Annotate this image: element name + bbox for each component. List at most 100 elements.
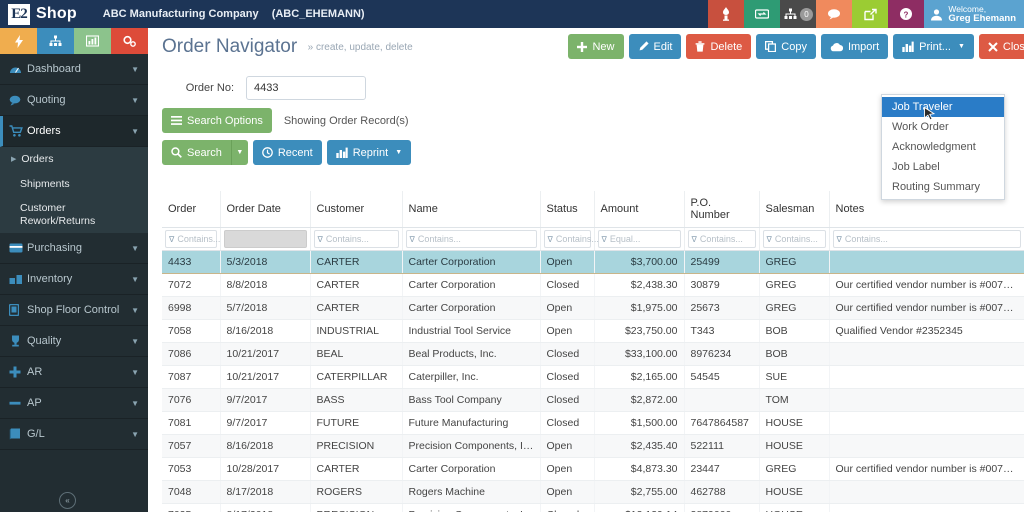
table-row[interactable]: 7072 8/8/2018 CARTER Carter Corporation Clos… xyxy=(162,273,1024,297)
column-header-p-o-number[interactable]: P.O. Number xyxy=(684,191,760,228)
sidebar-subitem-shipments[interactable]: Shipments xyxy=(0,172,148,197)
cell-date: 8/17/2018 xyxy=(220,480,311,504)
cell-salesman: BOB xyxy=(759,342,830,366)
sidebar-subitem-customer-rework-returns[interactable]: Customer Rework/Returns xyxy=(0,197,148,233)
column-header-status[interactable]: Status xyxy=(540,191,595,228)
sidebar-item-quality[interactable]: Quality ▼ xyxy=(0,326,148,357)
sidebar-label-shop-floor-control: Shop Floor Control xyxy=(27,304,120,316)
cell-customer: BEAL xyxy=(310,342,403,366)
column-header-amount[interactable]: Amount xyxy=(594,191,685,228)
sitemap-tile[interactable] xyxy=(37,28,74,54)
table-row[interactable]: 7076 9/7/2017 BASS Bass Tool Company Closed $… xyxy=(162,388,1024,412)
cell-date: 10/21/2017 xyxy=(220,365,311,389)
close-button[interactable]: Close xyxy=(978,34,1024,59)
filter-placeholder: Equal... xyxy=(609,234,641,244)
cell-po: 30879 xyxy=(684,273,760,297)
table-row[interactable]: 4433 5/3/2018 CARTER Carter Corporation Open… xyxy=(162,250,1024,274)
cell-status: Closed xyxy=(540,342,595,366)
gears-tile[interactable] xyxy=(111,28,148,54)
table-row[interactable]: 7058 8/16/2018 INDUSTRIAL Industrial Tool S… xyxy=(162,319,1024,343)
sidebar-subitem-orders[interactable]: ▶ Orders xyxy=(0,147,148,172)
print-menu-item-routing-summary[interactable]: Routing Summary xyxy=(892,181,981,193)
cell-amount: $1,975.00 xyxy=(594,296,685,320)
search-dropdown-toggle[interactable]: ▼ xyxy=(230,140,248,165)
cell-order: 7057 xyxy=(162,434,221,458)
filter-input-customer[interactable]: ∇ Contains... xyxy=(313,230,399,248)
cell-amount: $2,872.00 xyxy=(594,388,685,412)
filter-input-status[interactable]: ∇ Contains... xyxy=(543,230,599,248)
table-row[interactable]: 7057 8/16/2018 PRECISION Precision Componen… xyxy=(162,434,1024,458)
column-header-order[interactable]: Order xyxy=(162,191,221,228)
cell-customer: PRECISION xyxy=(310,503,403,512)
cell-date: 9/7/2017 xyxy=(220,388,311,412)
order-no-input[interactable] xyxy=(246,76,366,100)
cell-status: Closed xyxy=(540,365,595,389)
filter-placeholder: Contains... xyxy=(699,234,743,244)
print-button[interactable]: Print... ▼ xyxy=(893,34,974,59)
filter-input-amount[interactable]: ∇ Equal... xyxy=(597,230,681,248)
filter-input-order-date[interactable] xyxy=(223,230,307,248)
chart-tile[interactable] xyxy=(74,28,111,54)
cell-order: 7087 xyxy=(162,365,221,389)
print-menu-item-job-label[interactable]: Job Label xyxy=(892,161,940,173)
sidebar-item-dashboard[interactable]: Dashboard ▼ xyxy=(0,54,148,85)
torch-icon[interactable] xyxy=(708,0,745,28)
table-row[interactable]: 7053 10/28/2017 CARTER Carter Corporation Op… xyxy=(162,457,1024,481)
table-row[interactable]: 7048 8/17/2018 ROGERS Rogers Machine Open $2,… xyxy=(162,480,1024,504)
help-question-icon[interactable]: ? xyxy=(888,0,925,28)
bar-chart-icon xyxy=(336,147,348,158)
brand[interactable]: E2 Shop xyxy=(0,3,77,25)
table-row[interactable]: 7081 9/7/2017 FUTURE Future Manufacturing Cl… xyxy=(162,411,1024,435)
sidebar-item-shop-floor-control[interactable]: Shop Floor Control ▼ xyxy=(0,295,148,326)
filter-placeholder: Contains... xyxy=(325,234,369,244)
sidebar-item-inventory[interactable]: Inventory ▼ xyxy=(0,264,148,295)
sitemap-icon[interactable]: 0 xyxy=(780,0,817,28)
filter-input-p-o-number[interactable]: ∇ Contains... xyxy=(687,230,756,248)
filter-input-salesman[interactable]: ∇ Contains... xyxy=(762,230,826,248)
search-options-row: Search Options Showing Order Record(s) xyxy=(162,108,1024,133)
sidebar-item-purchasing[interactable]: Purchasing ▼ xyxy=(0,233,148,264)
sidebar-item-orders[interactable]: Orders ▼ xyxy=(0,116,148,147)
print-menu-item-acknowledgment[interactable]: Acknowledgment xyxy=(892,141,976,153)
table-row[interactable]: 7087 10/21/2017 CATERPILLAR Caterpiller, In… xyxy=(162,365,1024,389)
sidebar-item-gl[interactable]: G/L ▼ xyxy=(0,419,148,450)
search-options-button[interactable]: Search Options xyxy=(162,108,272,133)
edit-button[interactable]: Edit xyxy=(628,34,682,59)
column-header-customer[interactable]: Customer xyxy=(310,191,403,228)
reprint-button[interactable]: Reprint ▼ xyxy=(326,140,412,165)
print-menu-item-job-traveler[interactable]: Job Traveler xyxy=(882,97,1004,117)
search-icon xyxy=(171,147,182,158)
recent-button[interactable]: Recent xyxy=(252,140,322,165)
sidebar-item-quoting[interactable]: Quoting ▼ xyxy=(0,85,148,116)
book-icon xyxy=(9,428,27,440)
filter-funnel-icon: ∇ xyxy=(691,234,697,244)
column-header-salesman[interactable]: Salesman xyxy=(759,191,830,228)
copy-button[interactable]: Copy xyxy=(756,34,816,59)
filter-input-notes[interactable]: ∇ Contains... xyxy=(832,230,1021,248)
search-split-button: Search ▼ xyxy=(162,140,248,165)
sidebar-label-dashboard: Dashboard xyxy=(27,63,81,75)
external-link-icon[interactable] xyxy=(852,0,889,28)
import-button[interactable]: Import xyxy=(820,34,889,59)
delete-button[interactable]: Delete xyxy=(686,34,752,59)
chat-bubble-icon[interactable] xyxy=(816,0,853,28)
search-button[interactable]: Search xyxy=(162,140,231,165)
sidebar-item-ar[interactable]: AR ▼ xyxy=(0,357,148,388)
refresh-exchange-icon[interactable] xyxy=(744,0,781,28)
sidebar-collapse-button[interactable]: « xyxy=(59,492,76,509)
bolt-tile[interactable] xyxy=(0,28,37,54)
cell-customer: CARTER xyxy=(310,296,403,320)
filter-input-name[interactable]: ∇ Contains... xyxy=(405,230,537,248)
table-row[interactable]: 6998 5/7/2018 CARTER Carter Corporation Open… xyxy=(162,296,1024,320)
reprint-button-label: Reprint xyxy=(352,146,389,159)
column-header-name[interactable]: Name xyxy=(402,191,541,228)
user-menu[interactable]: Welcome, Greg Ehemann xyxy=(924,0,1024,28)
table-row[interactable]: 7086 10/21/2017 BEAL Beal Products, Inc. Clo… xyxy=(162,342,1024,366)
cell-amount: $33,100.00 xyxy=(594,342,685,366)
filter-input-order[interactable]: ∇ Contains... xyxy=(165,230,220,248)
new-button[interactable]: New xyxy=(568,34,624,59)
column-header-order-date[interactable]: Order Date xyxy=(220,191,311,228)
sidebar-item-ap[interactable]: AP ▼ xyxy=(0,388,148,419)
print-menu-item-work-order[interactable]: Work Order xyxy=(892,121,949,133)
